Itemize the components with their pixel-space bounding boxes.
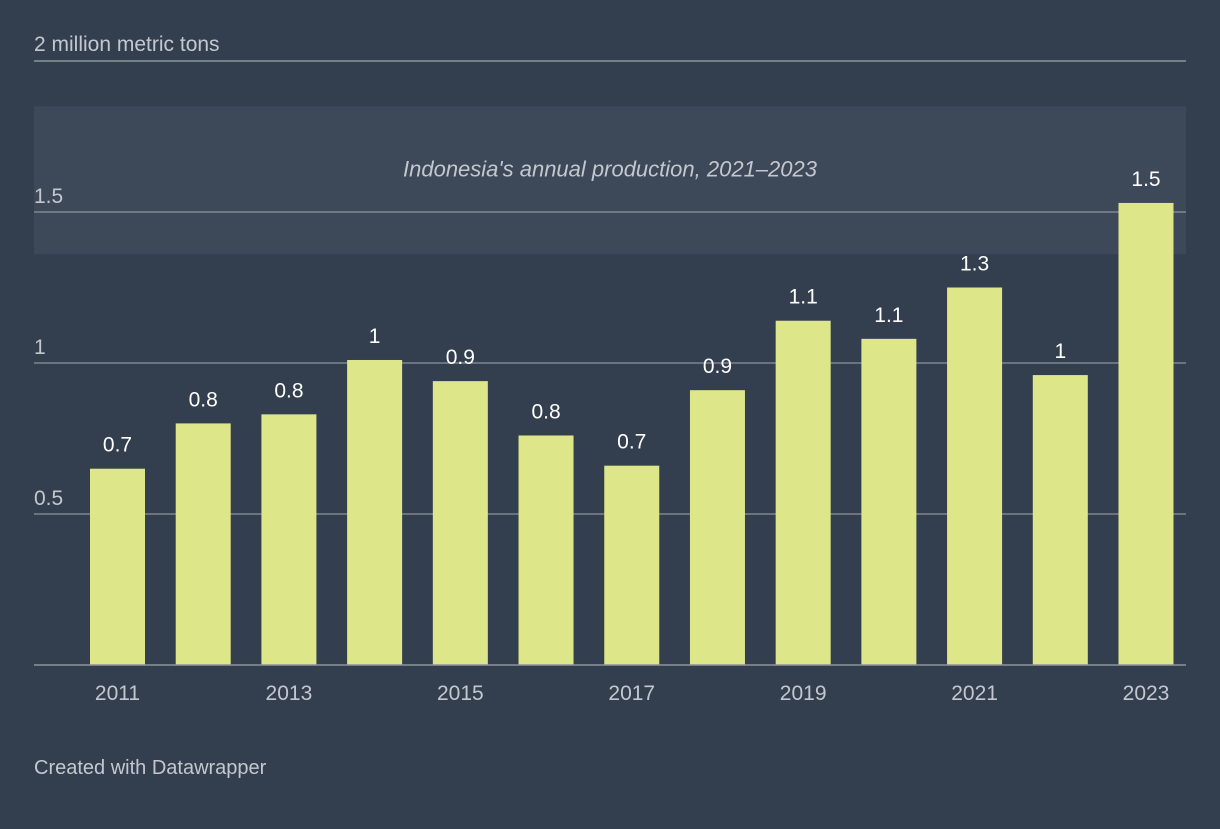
bar: [861, 338, 917, 665]
x-tick-label: 2021: [951, 682, 998, 705]
y-tick-label: 1: [34, 336, 46, 359]
bar: [432, 381, 488, 665]
bar: [90, 468, 145, 665]
bar-value-label: 0.9: [703, 355, 732, 378]
footer-credit: Created with Datawrapper: [34, 757, 267, 779]
bar: [175, 423, 231, 665]
bar-value-label: 0.9: [446, 346, 475, 369]
y-tick-label: 1.5: [34, 185, 63, 208]
x-tick-label: 2011: [95, 682, 140, 705]
bar-value-label: 1.3: [960, 253, 989, 276]
x-tick-label: 2015: [437, 682, 484, 705]
bar-value-label: 1.1: [874, 304, 903, 327]
bar: [947, 287, 1003, 665]
bar: [604, 465, 660, 665]
bar-value-label: 0.8: [531, 400, 560, 423]
x-tick-label: 2013: [266, 682, 313, 705]
x-tick-layer: 2011 2013 2015 2017 2019 2021 2023: [95, 682, 1169, 705]
x-tick-label: 2017: [608, 682, 655, 705]
bar-layer: 0.7 0.8 0.8 1 0.9 0.8 0.7 0.9 1.1 1.1 1.3 1 1.5: [90, 168, 1174, 665]
bar: [1032, 375, 1088, 665]
highlight-band-label: Indonesia's annual production, 2021–2023: [403, 156, 818, 181]
bar-value-label: 0.8: [189, 388, 218, 411]
x-tick-label: 2023: [1123, 682, 1170, 705]
bar: [689, 390, 745, 665]
bar-value-label: 1.1: [789, 286, 818, 309]
bar: [775, 320, 831, 665]
y-tick-label: 0.5: [34, 487, 63, 510]
bar-value-label: 1: [369, 325, 381, 348]
x-tick-label: 2019: [780, 682, 827, 705]
bar-value-label: 1: [1054, 340, 1066, 363]
bar: [261, 414, 317, 665]
bar: [518, 435, 574, 665]
bar-value-label: 0.7: [617, 431, 646, 454]
highlight-band: [34, 106, 1186, 255]
unit-label: 2 million metric tons: [34, 33, 220, 56]
bar: [347, 359, 403, 665]
bar-value-label: 0.7: [103, 434, 132, 457]
bar: [1118, 202, 1174, 665]
bar-value-label: 0.8: [274, 379, 303, 402]
bar-value-label: 1.5: [1131, 168, 1160, 191]
